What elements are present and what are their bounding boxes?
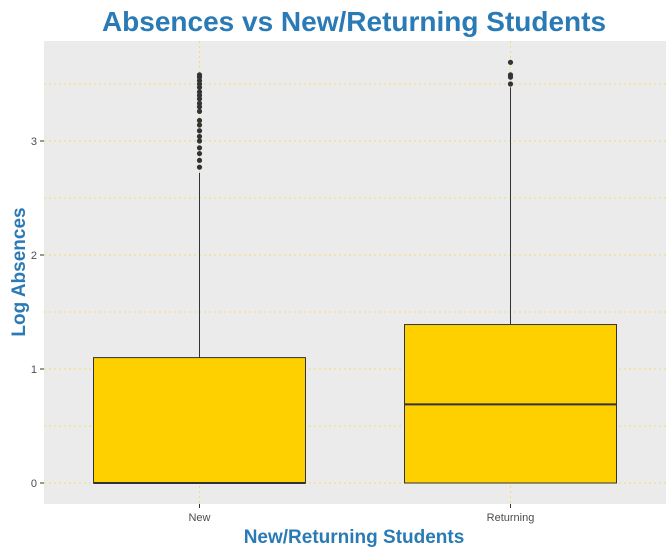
outlier-point	[196, 150, 203, 157]
y-tick-label: 3	[31, 136, 37, 148]
outlier-point	[196, 72, 203, 78]
y-tick-label: 1	[31, 364, 37, 376]
outlier-point	[196, 138, 203, 144]
outlier-point	[507, 72, 514, 78]
x-tick-label: New	[188, 512, 210, 524]
outlier-point	[196, 128, 203, 134]
box-returning	[404, 59, 617, 484]
outlier-point	[507, 81, 514, 87]
outlier-point	[196, 164, 203, 170]
iqr-box	[93, 357, 306, 484]
outlier-point	[196, 145, 203, 151]
outlier-point	[196, 108, 203, 114]
outlier-point	[196, 157, 203, 163]
y-tick-label: 2	[31, 250, 37, 262]
outlier-point	[507, 59, 514, 65]
chart-title: Absences vs New/Returning Students	[102, 6, 606, 37]
outlier-point	[196, 100, 203, 106]
y-axis-title: Log Absences	[9, 207, 30, 336]
box-layer	[93, 59, 617, 484]
x-axis-title: New/Returning Students	[244, 527, 465, 548]
outlier-point	[196, 122, 203, 128]
outlier-point	[196, 133, 203, 140]
y-tick-label: 0	[31, 478, 37, 490]
axis-ticks: 0 1 2 3 New Returning	[31, 136, 534, 524]
box-new	[93, 72, 306, 484]
x-tick-label: Returning	[487, 512, 535, 524]
outlier-point	[196, 117, 203, 124]
outlier-point	[196, 89, 203, 95]
